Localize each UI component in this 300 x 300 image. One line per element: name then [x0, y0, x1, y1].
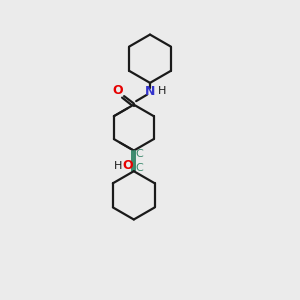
- Text: O: O: [122, 159, 133, 172]
- Text: N: N: [145, 85, 155, 98]
- Text: C: C: [136, 148, 144, 158]
- Text: H: H: [158, 86, 166, 96]
- Text: C: C: [136, 163, 144, 173]
- Text: O: O: [112, 84, 123, 97]
- Text: H: H: [114, 161, 123, 171]
